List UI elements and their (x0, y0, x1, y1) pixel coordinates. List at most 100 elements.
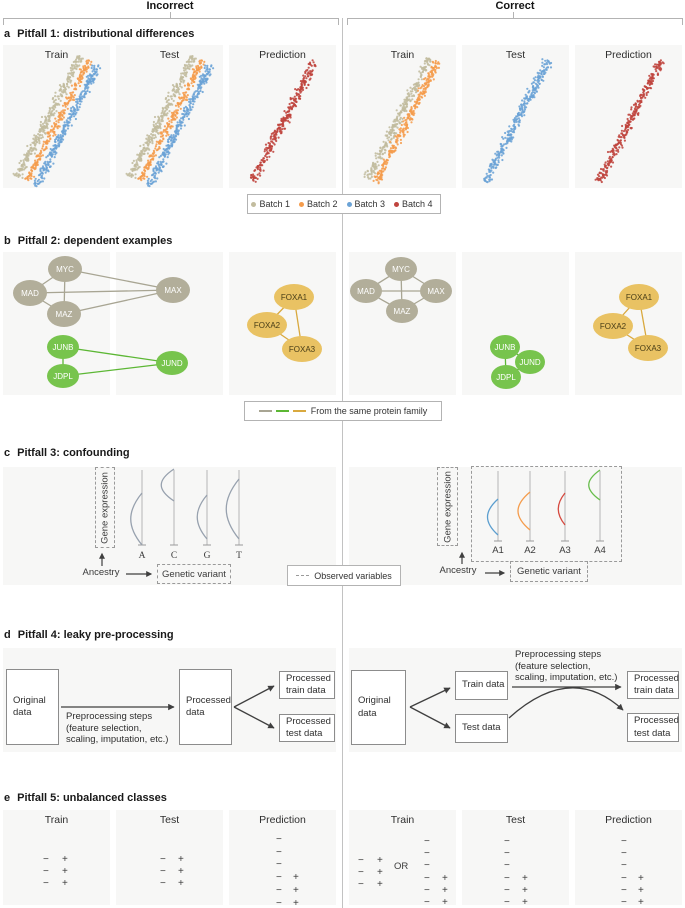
scatter-point (72, 98, 76, 102)
scatter-point (35, 164, 38, 167)
variant-axis-label: A3 (559, 545, 571, 556)
scatter-point (383, 151, 386, 154)
scatter-point (645, 93, 648, 97)
scatter-point (61, 134, 64, 137)
scatter-point (91, 74, 94, 77)
scatter-point (41, 180, 45, 183)
scatter-point (268, 145, 271, 148)
density-curve (588, 469, 601, 501)
scatter-point (411, 90, 414, 93)
scatter-point (64, 130, 67, 133)
scatter-point (27, 150, 30, 153)
plus-symbol: + (178, 878, 184, 889)
variant-axis-label: A4 (594, 545, 606, 556)
scatter-point (53, 125, 57, 128)
scatter-point (44, 160, 47, 163)
scatter-point (491, 158, 494, 161)
scatter-point (158, 145, 161, 149)
scatter-point (56, 95, 59, 98)
panel-e-inc-train (3, 810, 110, 905)
scatter-point (170, 111, 173, 114)
scatter-point (543, 72, 546, 75)
scatter-point (25, 156, 29, 159)
scatter-point (405, 118, 408, 121)
scatter-point (53, 156, 56, 159)
scatter-point (651, 74, 654, 77)
scatter-point (183, 110, 186, 113)
scatter-point (176, 125, 179, 128)
scatter-point (71, 67, 74, 70)
scatter-point (490, 169, 493, 172)
scatter-point (403, 123, 406, 126)
scatter-point (280, 117, 283, 120)
scatter-point (154, 134, 157, 137)
minus-symbol: − (504, 884, 510, 896)
scatter-point (309, 72, 312, 75)
scatter-point (618, 146, 621, 149)
scatter-point (190, 57, 193, 60)
scatter-point (82, 65, 85, 68)
scatter-point (69, 93, 73, 96)
scatter-point (29, 177, 32, 180)
scatter-point (88, 90, 91, 94)
scatter-point (433, 68, 436, 71)
scatter-point (521, 111, 524, 114)
flow-arrows-correct (409, 683, 624, 729)
scatter-point (620, 144, 623, 147)
scatter-point (278, 130, 281, 133)
scatter-point (75, 100, 78, 103)
scatter-point (153, 137, 156, 140)
scatter-point (270, 140, 273, 143)
protein-node-jund (515, 350, 545, 374)
scatter-point (396, 137, 399, 140)
scatter-point (498, 152, 501, 156)
scatter-point (540, 78, 543, 81)
scatter-point (57, 142, 60, 145)
scatter-point (38, 155, 41, 158)
scatter-point (165, 134, 168, 137)
scatter-point (531, 95, 534, 98)
col-title-train: Train (390, 49, 415, 61)
scatter-point (534, 82, 537, 85)
scatter-point (497, 161, 500, 164)
col-title-test: Test (505, 814, 526, 826)
panel-a-cor-pred (575, 45, 682, 188)
scatter-point (153, 115, 157, 119)
scatter-point (41, 122, 45, 125)
scatter-point (423, 62, 426, 65)
scatter-point (39, 128, 42, 131)
scatter-point (40, 115, 44, 119)
scatter-point (208, 68, 211, 71)
scatter-point (163, 125, 166, 128)
plus-symbol: + (62, 866, 68, 877)
scatter-point (602, 175, 605, 179)
scatter-point (90, 60, 93, 63)
scatter-point (198, 75, 201, 78)
scatter-point (73, 115, 76, 118)
scatter-point (537, 74, 540, 77)
scatter-point (301, 88, 305, 91)
scatter-point (60, 94, 63, 98)
gene-expression-label: Gene expression (442, 470, 453, 543)
scatter-point (517, 123, 520, 126)
scatter-point (154, 167, 157, 170)
scatter-point (140, 179, 143, 182)
scatter-point (541, 75, 544, 78)
scatter-point (188, 58, 191, 61)
scatter-point (399, 104, 402, 107)
scatter-point (516, 112, 519, 115)
protein-node-mad (13, 280, 47, 306)
scatter-point (185, 98, 189, 102)
scatter-point (426, 62, 429, 65)
scatter-point (432, 66, 435, 70)
scatter-point (662, 62, 665, 65)
scatter-point (62, 109, 65, 112)
scatter-point (62, 112, 66, 115)
scatter-point (75, 104, 78, 107)
scatter-point (374, 162, 377, 165)
scatter-point (41, 165, 45, 168)
protein-node-foxa1 (619, 284, 659, 310)
scatter-point (624, 134, 627, 137)
scatter-point (517, 120, 520, 123)
